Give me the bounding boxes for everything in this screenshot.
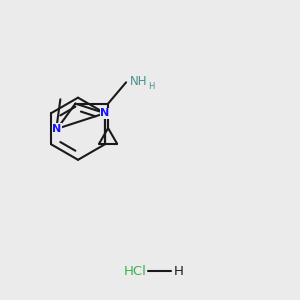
Text: HCl: HCl [124, 265, 147, 278]
Text: H: H [148, 82, 154, 91]
Text: H: H [174, 265, 184, 278]
Text: NH: NH [130, 75, 148, 88]
Text: N: N [52, 124, 62, 134]
Text: N: N [100, 108, 110, 118]
